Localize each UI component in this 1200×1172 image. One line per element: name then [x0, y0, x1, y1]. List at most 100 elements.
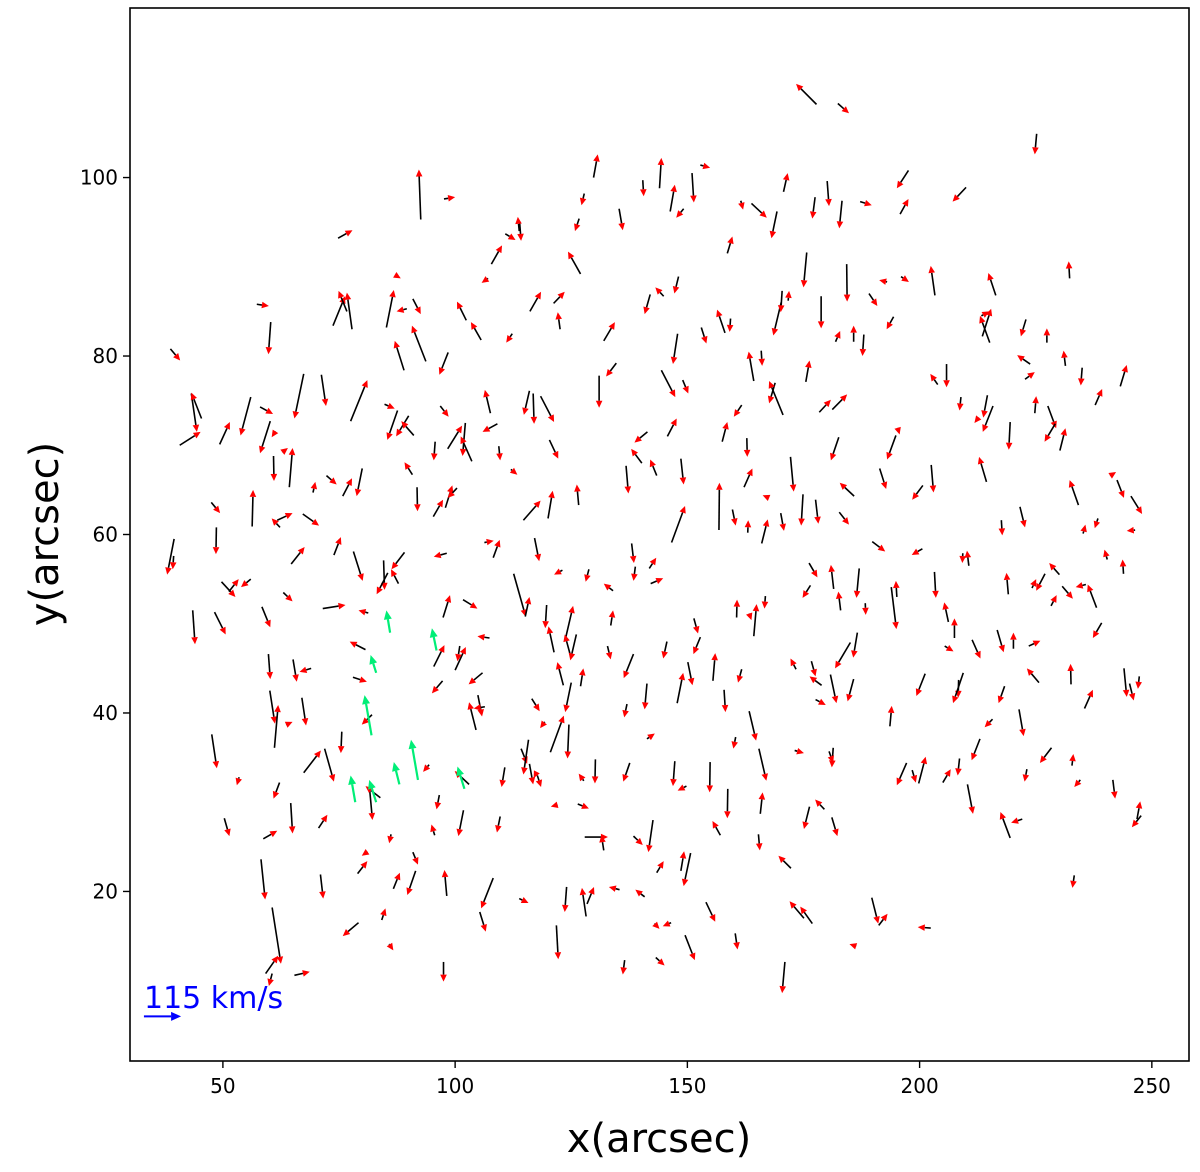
velocity-vector — [165, 538, 175, 575]
velocity-vector-head — [1030, 579, 1037, 587]
velocity-vector — [288, 803, 296, 834]
velocity-vector-shaft — [805, 367, 810, 383]
velocity-vector-shaft — [1078, 779, 1081, 783]
velocity-vector-head — [459, 646, 466, 655]
velocity-vector-head — [778, 855, 786, 864]
velocity-vector-head — [359, 676, 367, 683]
velocity-vector-head — [568, 605, 575, 614]
velocity-vector — [1019, 506, 1027, 528]
velocity-vector — [800, 252, 808, 288]
velocity-vector — [439, 405, 449, 417]
velocity-vector-head — [681, 878, 689, 887]
velocity-vector-head — [912, 492, 920, 500]
velocity-vector — [555, 312, 562, 330]
velocity-vector-head — [411, 325, 418, 334]
velocity-vector-head — [870, 298, 878, 307]
velocity-vector-head — [1050, 420, 1057, 429]
velocity-vector — [726, 236, 734, 254]
velocity-vector-shaft — [1038, 573, 1046, 585]
velocity-vector-head — [997, 695, 1005, 704]
velocity-vector-shaft — [290, 551, 301, 565]
velocity-vector-shaft — [839, 200, 843, 222]
velocity-vector — [603, 583, 614, 592]
velocity-vector-shaft — [760, 525, 767, 544]
velocity-vector-head — [835, 660, 842, 669]
velocity-vector-shaft — [705, 901, 713, 916]
velocity-vector-shaft — [276, 515, 287, 521]
velocity-vector-shaft — [193, 398, 203, 419]
velocity-vector-head — [436, 499, 444, 508]
velocity-vector-head — [1050, 595, 1057, 603]
velocity-vector-shaft — [748, 711, 756, 735]
velocity-vector — [223, 818, 231, 837]
velocity-vector-head — [712, 820, 719, 829]
velocity-vector-shaft — [577, 803, 583, 807]
velocity-vector-shaft — [368, 789, 373, 814]
velocity-vector-shaft — [899, 169, 910, 183]
velocity-vector-shaft — [1080, 367, 1083, 379]
velocity-vector-shaft — [539, 395, 552, 417]
velocity-vector-shaft — [980, 463, 988, 483]
velocity-vector — [982, 405, 994, 432]
velocity-vector-shaft — [317, 820, 325, 829]
velocity-vector — [441, 870, 449, 896]
velocity-vector-head — [761, 773, 768, 781]
velocity-vector — [261, 606, 271, 628]
velocity-vector — [711, 653, 718, 681]
velocity-vector-head — [974, 650, 981, 659]
velocity-vector-shaft — [1068, 268, 1071, 279]
velocity-vector-shaft — [332, 302, 344, 326]
velocity-vector — [567, 251, 582, 275]
velocity-vector — [259, 420, 272, 454]
velocity-vector-shaft — [352, 676, 361, 681]
velocity-vector-shaft — [1061, 585, 1069, 594]
velocity-vector — [629, 543, 637, 564]
velocity-vector-head — [563, 634, 570, 643]
velocity-vector-shaft — [803, 911, 813, 925]
velocity-vector-head — [266, 671, 274, 680]
velocity-vector-shaft — [911, 769, 915, 777]
velocity-vector-head — [434, 801, 442, 810]
velocity-vector-head — [456, 301, 464, 310]
velocity-vector — [955, 758, 962, 776]
highlight-vector — [368, 779, 378, 803]
velocity-vector-head — [690, 195, 697, 203]
velocity-vector-shaft — [454, 652, 464, 671]
velocity-vector-shaft — [403, 307, 408, 311]
velocity-vector — [987, 273, 997, 296]
velocity-vector-head — [486, 538, 494, 546]
velocity-vector — [755, 834, 763, 851]
velocity-vector — [951, 618, 958, 639]
velocity-vector-shaft — [480, 705, 485, 709]
velocity-vector-shaft — [733, 736, 737, 742]
velocity-vector — [191, 610, 198, 645]
velocity-vector-shaft — [700, 327, 706, 338]
velocity-vector-head — [676, 210, 684, 218]
velocity-vector-shaft — [889, 712, 892, 727]
velocity-vector-head — [361, 380, 368, 388]
velocity-vector — [762, 494, 771, 501]
velocity-vector — [288, 447, 296, 488]
velocity-vector-shaft — [462, 442, 473, 462]
velocity-vector-shaft — [259, 406, 268, 412]
velocity-vector — [1061, 585, 1073, 599]
velocity-vector — [337, 230, 353, 239]
velocity-vector — [272, 782, 281, 799]
velocity-vector-shaft — [618, 208, 623, 224]
velocity-vector — [270, 455, 278, 481]
velocity-vector — [681, 379, 689, 394]
velocity-vector-head — [825, 198, 832, 207]
velocity-vector-shaft — [838, 511, 846, 520]
velocity-vector — [977, 456, 988, 483]
velocity-vector-shaft — [582, 193, 586, 199]
velocity-vector-shaft — [670, 512, 684, 543]
velocity-vector-shaft — [533, 537, 539, 555]
highlight-vector — [362, 695, 373, 736]
velocity-vector-head — [414, 504, 421, 512]
highlight-vector-head — [408, 739, 417, 750]
velocity-vector-shaft — [245, 578, 252, 584]
velocity-vector — [509, 467, 518, 475]
velocity-vector-head — [534, 553, 542, 562]
velocity-vector — [809, 197, 817, 219]
velocity-vector-shaft — [800, 494, 804, 519]
